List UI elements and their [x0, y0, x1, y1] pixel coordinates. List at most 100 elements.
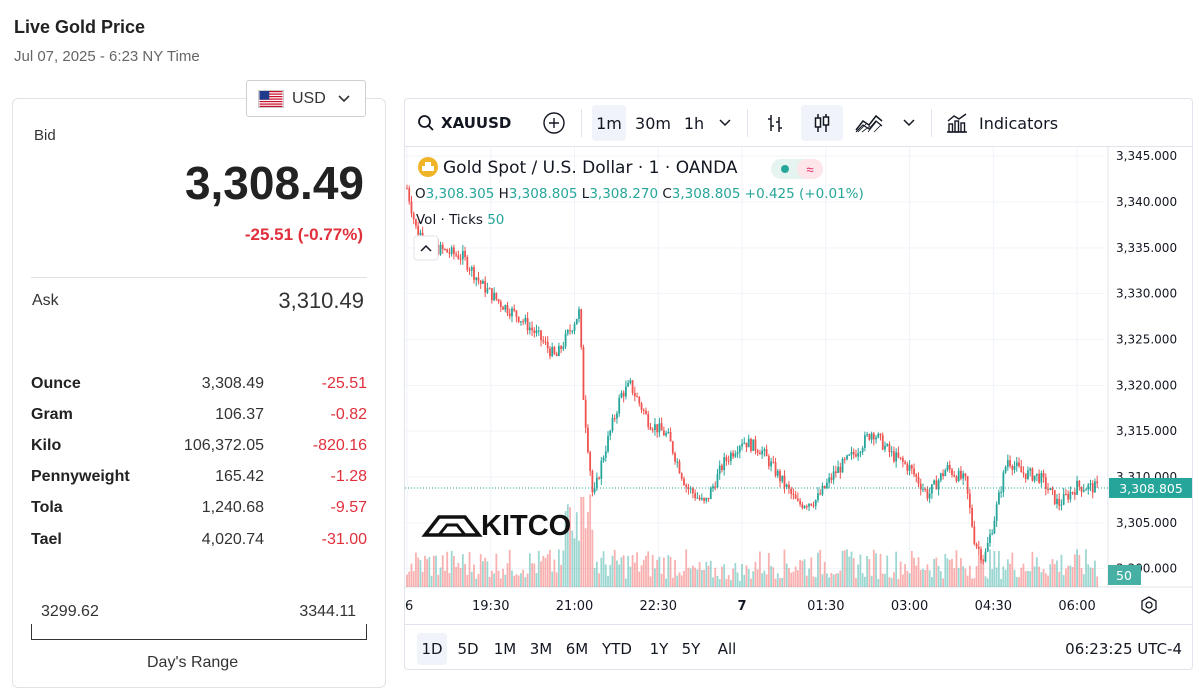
interval-30m[interactable]: 30m	[632, 105, 674, 141]
volume-bar	[855, 578, 857, 587]
candle-body	[665, 432, 667, 436]
candle-body	[571, 330, 574, 332]
candle-body	[839, 466, 842, 473]
candle-body	[975, 543, 978, 547]
volume-bar	[515, 574, 518, 587]
y-tick-label: 3,340.000	[1116, 195, 1177, 209]
candle-body	[593, 488, 596, 493]
collapse-legend-button[interactable]	[413, 235, 439, 261]
volume-bar	[803, 559, 806, 587]
candle-body	[723, 457, 726, 471]
candle-body	[823, 485, 826, 489]
candle-body	[790, 488, 793, 494]
candle-body	[725, 457, 728, 461]
x-tick-label: 21:00	[556, 599, 593, 614]
unit-change: -820.16	[312, 436, 367, 454]
unit-value: 3,308.49	[201, 374, 264, 392]
candle-body	[564, 333, 567, 347]
candle-body	[1029, 468, 1032, 471]
chart-type-menu-button[interactable]	[897, 105, 921, 141]
candle-body	[734, 453, 737, 457]
interval-1m[interactable]: 1m	[592, 105, 626, 141]
volume-bar	[779, 577, 781, 587]
volume-bar	[419, 560, 422, 587]
volume-bar	[709, 560, 712, 587]
x-tick-label: 01:30	[807, 599, 844, 614]
range-5y[interactable]: 5Y	[681, 640, 701, 658]
interval-menu-button[interactable]	[713, 105, 737, 141]
candle-body	[1000, 492, 1003, 494]
candle-body	[989, 534, 991, 543]
volume-bar	[602, 551, 605, 587]
candle-body	[484, 280, 487, 293]
range-ytd[interactable]: YTD	[602, 640, 632, 658]
volume-bar	[919, 569, 922, 587]
candle-body	[705, 497, 708, 501]
volume-bar	[421, 571, 424, 587]
volume-bar	[593, 567, 596, 587]
interval-label: 1h	[683, 113, 705, 133]
compare-symbol-button[interactable]	[537, 105, 571, 141]
candle-body	[884, 445, 886, 450]
symbol-search-button[interactable]: XAUUSD	[417, 105, 517, 141]
area-chart-type-button[interactable]	[851, 105, 887, 141]
volume-bar	[649, 576, 652, 587]
candle-body	[743, 442, 746, 444]
volume-bar	[698, 561, 701, 587]
volume-bar	[441, 555, 444, 587]
table-row: Kilo 106,372.05 -820.16	[31, 430, 367, 461]
range-1m[interactable]: 1M	[493, 640, 517, 658]
candles-chart-type-button[interactable]	[801, 105, 843, 141]
page-title: Live Gold Price	[14, 17, 146, 37]
candle-body	[1051, 487, 1054, 491]
volume-bar	[1067, 565, 1070, 587]
volume-bar	[676, 575, 679, 587]
volume-bar	[1089, 567, 1092, 587]
volume-bar	[1051, 559, 1054, 587]
range-6m[interactable]: 6M	[565, 640, 589, 658]
x-tick-label: 03:00	[891, 599, 928, 614]
bar-chart-type-button[interactable]	[758, 105, 792, 141]
volume-bar	[955, 550, 958, 587]
candle-body	[698, 497, 701, 500]
volume-bar	[430, 575, 433, 587]
range-1y[interactable]: 1Y	[649, 640, 669, 658]
candle-body	[506, 305, 509, 314]
volume-bar	[620, 557, 623, 587]
indicators-button[interactable]: Indicators	[945, 105, 1065, 141]
range-1d[interactable]: 1D	[417, 633, 447, 665]
volume-bar	[861, 573, 864, 587]
candle-body	[595, 477, 598, 489]
interval-1h[interactable]: 1h	[678, 105, 710, 141]
volume-bar	[946, 558, 949, 587]
volume-bar	[1058, 571, 1061, 587]
volume-bar	[788, 567, 790, 587]
candle-body	[888, 444, 891, 453]
volume-bar	[1040, 572, 1043, 587]
candle-body	[410, 201, 413, 214]
chart-area[interactable]: 3,345.000 3,340.000 3,335.000 3,330.000 3,32…	[405, 147, 1193, 623]
candle-body	[540, 330, 542, 341]
volume-bar	[1020, 567, 1023, 587]
range-5d[interactable]: 5D	[457, 640, 479, 658]
candle-body	[678, 461, 681, 474]
candle-body	[986, 542, 989, 552]
range-all[interactable]: All	[717, 640, 737, 658]
candle-body	[716, 473, 719, 488]
currency-select[interactable]: USD	[246, 80, 366, 117]
candle-body	[707, 497, 710, 500]
candle-body	[513, 308, 516, 311]
candlestick-chart[interactable]: 3,345.000 3,340.000 3,335.000 3,330.000 3,32…	[405, 147, 1193, 623]
volume-bar	[616, 560, 618, 587]
volume-bar	[1091, 568, 1094, 587]
candle-body	[955, 476, 958, 482]
range-3m[interactable]: 3M	[529, 640, 553, 658]
volume-bar	[450, 550, 453, 587]
y-tick-label: 3,315.000	[1116, 424, 1177, 438]
volume-bar	[928, 570, 931, 587]
candle-body	[962, 473, 965, 479]
chart-title: Gold Spot / U.S. Dollar · 1 · OANDA	[443, 158, 738, 178]
candle-body	[569, 330, 571, 332]
candle-body	[821, 485, 824, 495]
candle-body	[464, 250, 466, 258]
